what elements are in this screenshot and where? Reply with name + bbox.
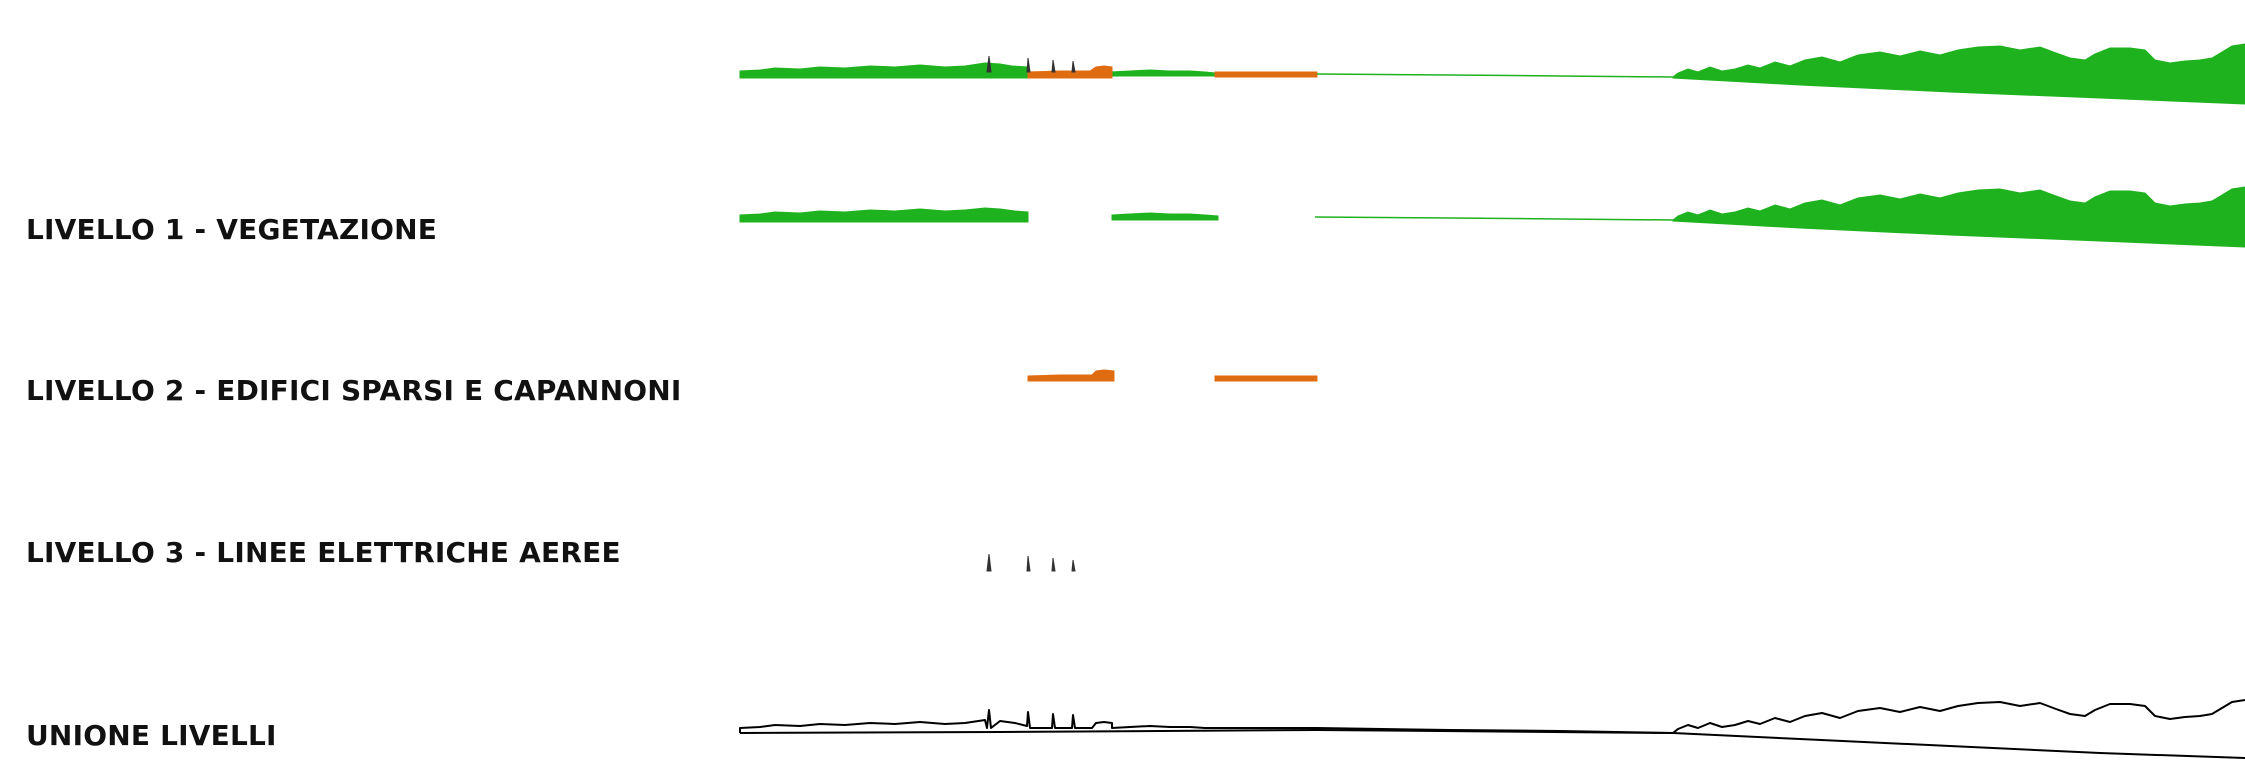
layer-3-power-lines-label: LIVELLO 3 - LINEE ELETTRICHE AEREE: [26, 536, 621, 569]
union-ground-line: [739, 729, 2245, 759]
buildings-profile: [1027, 369, 1318, 382]
combined-pylon-3: [1051, 59, 1056, 73]
combined-pylon-2: [1026, 57, 1031, 73]
pylon-3: [1051, 557, 1056, 572]
combined-pylon-1: [986, 55, 992, 73]
pylon-4: [1071, 559, 1076, 572]
combined-vegetation-right: [1672, 43, 2245, 105]
union-outline-profile: [739, 699, 2245, 759]
vegetation-middle-segment: [1111, 212, 1219, 221]
combined-vegetation-left: [739, 62, 1029, 79]
pylon-1: [986, 553, 992, 572]
building-left-segment: [1027, 369, 1115, 382]
layer-1-vegetation-label: LIVELLO 1 - VEGETAZIONE: [26, 213, 438, 246]
combined-buildings-right: [1214, 71, 1318, 78]
vegetation-profile: [739, 186, 2245, 248]
union-layers-label: UNIONE LIVELLI: [26, 719, 277, 752]
combined-colored-profile: [739, 43, 2245, 105]
building-right-segment: [1214, 375, 1318, 382]
combined-buildings-left: [1027, 65, 1113, 79]
pylon-2: [1026, 555, 1031, 572]
combined-vegetation-middle: [1109, 69, 1216, 77]
power-lines-profile: [986, 553, 1076, 572]
combined-vegetation-thin: [1316, 73, 1674, 78]
combined-pylon-4: [1071, 60, 1076, 73]
vegetation-right-segment: [1672, 186, 2245, 248]
vegetation-thin-segment: [1314, 216, 1674, 221]
layer-2-buildings-label: LIVELLO 2 - EDIFICI SPARSI E CAPANNONI: [26, 374, 682, 407]
union-top-profile: [739, 699, 2245, 734]
vegetation-left-segment: [739, 207, 1029, 223]
